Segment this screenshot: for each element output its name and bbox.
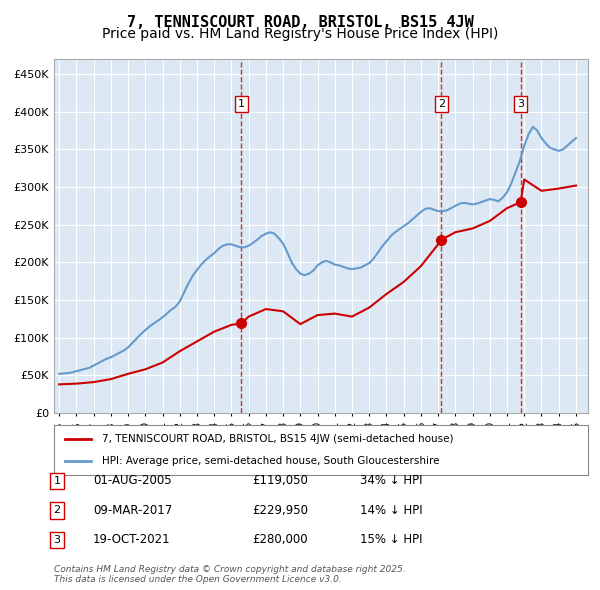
Text: 15% ↓ HPI: 15% ↓ HPI (360, 533, 422, 546)
Text: 19-OCT-2021: 19-OCT-2021 (93, 533, 170, 546)
Text: 2: 2 (53, 506, 61, 515)
Text: 3: 3 (517, 99, 524, 109)
Text: £229,950: £229,950 (252, 504, 308, 517)
Text: 7, TENNISCOURT ROAD, BRISTOL, BS15 4JW (semi-detached house): 7, TENNISCOURT ROAD, BRISTOL, BS15 4JW (… (102, 434, 454, 444)
Text: 3: 3 (53, 535, 61, 545)
Text: HPI: Average price, semi-detached house, South Gloucestershire: HPI: Average price, semi-detached house,… (102, 456, 440, 466)
Text: 2: 2 (437, 99, 445, 109)
Text: 01-AUG-2005: 01-AUG-2005 (93, 474, 172, 487)
Text: Contains HM Land Registry data © Crown copyright and database right 2025.
This d: Contains HM Land Registry data © Crown c… (54, 565, 406, 584)
Text: 14% ↓ HPI: 14% ↓ HPI (360, 504, 422, 517)
Text: Price paid vs. HM Land Registry's House Price Index (HPI): Price paid vs. HM Land Registry's House … (102, 27, 498, 41)
Text: 7, TENNISCOURT ROAD, BRISTOL, BS15 4JW: 7, TENNISCOURT ROAD, BRISTOL, BS15 4JW (127, 15, 473, 30)
Text: 34% ↓ HPI: 34% ↓ HPI (360, 474, 422, 487)
Text: £280,000: £280,000 (252, 533, 308, 546)
Text: £119,050: £119,050 (252, 474, 308, 487)
Text: 1: 1 (53, 476, 61, 486)
Text: 09-MAR-2017: 09-MAR-2017 (93, 504, 172, 517)
Text: 1: 1 (238, 99, 245, 109)
